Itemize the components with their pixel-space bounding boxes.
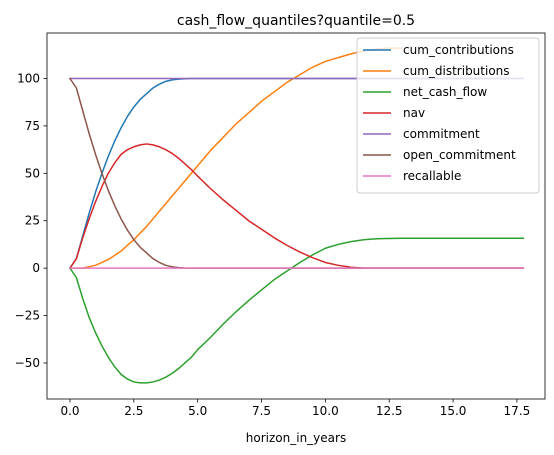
- legend-frame: [356, 37, 540, 194]
- legend-label-cum-distributions: cum_distributions: [403, 64, 510, 78]
- x-tick-label: 5.0: [188, 404, 207, 418]
- x-tick-label: 15.0: [440, 404, 467, 418]
- legend-label-recallable: recallable: [403, 169, 461, 183]
- series-layer: [68, 47, 525, 384]
- series-line-net-cash-flow: [68, 237, 525, 384]
- x-tick-label: 17.5: [504, 404, 531, 418]
- legend-label-open-commitment: open_commitment: [403, 148, 516, 162]
- y-tick-label: 100: [17, 72, 40, 86]
- legend-label-cum-contributions: cum_contributions: [403, 43, 514, 57]
- x-tick-label: 12.5: [376, 404, 403, 418]
- y-tick-label: 0: [32, 261, 40, 275]
- x-axis: 0.0 2.5 5.0 7.5 10.0 12.5 15.0 17.5: [60, 399, 530, 418]
- y-tick-label: 25: [25, 214, 40, 228]
- y-axis: −50 −25 0 25 50 75 100: [15, 72, 47, 370]
- y-tick-label: −50: [15, 356, 40, 370]
- y-tick-label: 50: [25, 166, 40, 180]
- y-tick-label: 75: [25, 119, 40, 133]
- x-tick-label: 7.5: [252, 404, 271, 418]
- legend-label-nav: nav: [403, 106, 425, 120]
- legend-label-net-cash-flow: net_cash_flow: [403, 85, 487, 99]
- x-tick-label: 2.5: [124, 404, 143, 418]
- plot-frame: [46, 32, 546, 400]
- x-axis-label: horizon_in_years: [246, 431, 346, 445]
- x-tick-label: 10.0: [312, 404, 339, 418]
- chart-title: cash_flow_quantiles?quantile=0.5: [177, 13, 415, 29]
- legend-label-commitment: commitment: [403, 127, 480, 141]
- y-tick-label: −25: [15, 309, 40, 323]
- series-line-cum-distributions: [69, 47, 403, 269]
- x-tick-label: 0.0: [60, 404, 79, 418]
- legend: cum_contributions cum_distributions net_ca…: [356, 37, 540, 194]
